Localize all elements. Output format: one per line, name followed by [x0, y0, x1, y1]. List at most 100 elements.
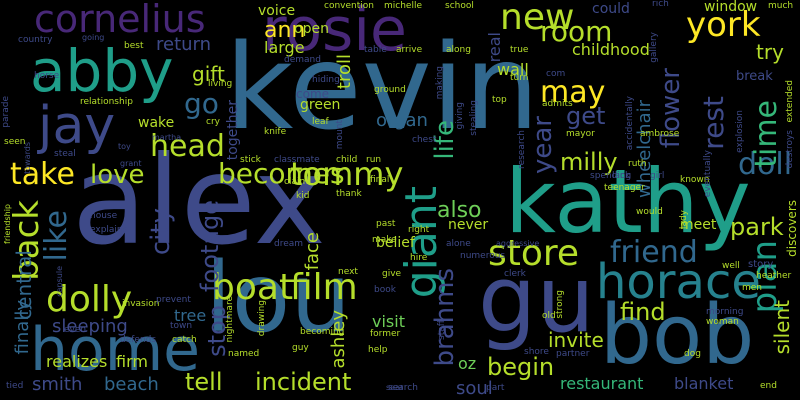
word: well	[722, 261, 740, 271]
word: kevin	[225, 18, 540, 156]
word: stealing	[469, 100, 479, 136]
word: guy	[292, 343, 309, 353]
word: final	[370, 175, 390, 185]
word: grant	[120, 159, 142, 168]
word: belief	[376, 235, 415, 251]
word: take	[10, 157, 75, 192]
word: true	[510, 45, 529, 55]
word: realizes	[46, 352, 108, 371]
word: sleeping	[52, 316, 128, 337]
word: help	[368, 345, 388, 355]
word: restaurant	[560, 374, 644, 393]
word: steal	[54, 149, 76, 159]
word: meet	[680, 217, 717, 233]
word: wall	[497, 60, 529, 79]
word: year	[528, 116, 558, 175]
word: abby	[30, 37, 174, 105]
word: window	[704, 0, 758, 15]
word: lou	[205, 242, 352, 354]
word: best	[124, 41, 144, 51]
word: convention	[324, 1, 374, 11]
word: along	[446, 45, 471, 55]
word: aggressive	[496, 239, 540, 248]
word: even	[64, 325, 87, 335]
word: incident	[255, 368, 352, 396]
word: demand	[284, 55, 321, 65]
word: organ	[376, 110, 428, 131]
word: city	[146, 208, 176, 256]
word: return	[156, 34, 212, 55]
word: gallery	[649, 32, 659, 63]
word: spending	[590, 171, 632, 181]
word: dolly	[46, 279, 133, 320]
word: claim	[284, 177, 309, 187]
word: go	[184, 87, 219, 120]
word: prevent	[156, 295, 191, 305]
word: make	[372, 235, 397, 245]
word: friend	[610, 235, 698, 270]
word: top	[492, 95, 507, 105]
word: cry	[206, 117, 220, 127]
word: school	[445, 1, 474, 11]
word: together	[225, 100, 241, 161]
word: clerk	[504, 269, 526, 279]
word: voice	[258, 3, 296, 19]
word: former	[370, 329, 401, 339]
word: accidentally	[625, 96, 635, 151]
word: lady	[679, 210, 689, 230]
word: silent	[770, 300, 794, 355]
word: rest	[697, 96, 730, 150]
word: never	[448, 217, 489, 233]
word: woman	[706, 317, 739, 327]
word: table	[364, 45, 387, 55]
word: eventually	[703, 150, 713, 198]
word: open	[294, 21, 329, 37]
word: stick	[240, 155, 261, 165]
word: film	[290, 267, 358, 308]
word: next	[338, 267, 358, 277]
word: oz	[458, 354, 477, 373]
word: tied	[6, 381, 24, 391]
word: like	[39, 210, 74, 262]
word: capsule	[55, 266, 64, 297]
word: teenager	[604, 183, 645, 193]
word: making	[435, 66, 445, 100]
word: gift	[192, 62, 225, 86]
word: heather	[756, 271, 792, 281]
word: invite	[548, 328, 604, 352]
word: head	[150, 129, 225, 164]
word: turn	[510, 73, 529, 83]
word: tommy	[290, 155, 404, 193]
word: ambrose	[640, 129, 680, 139]
word: much	[768, 1, 794, 11]
word: ground	[374, 85, 406, 95]
word: new	[500, 0, 575, 38]
word: toy	[118, 142, 131, 151]
word: york	[686, 5, 761, 45]
word: kid	[296, 191, 310, 201]
word: mount	[335, 120, 345, 150]
word: rosie	[262, 0, 407, 65]
word: staff	[437, 320, 447, 340]
word: could	[592, 1, 630, 17]
word: friendship	[3, 204, 12, 244]
word: drawing	[257, 300, 267, 337]
word: store	[488, 233, 580, 274]
word: boat	[212, 267, 294, 308]
word: story	[748, 259, 774, 270]
word: men	[742, 283, 763, 293]
word: becoming	[300, 327, 345, 337]
word: finally	[12, 300, 33, 355]
word: towards	[23, 142, 32, 174]
word: martha	[152, 133, 182, 142]
word: time	[749, 100, 784, 168]
word: lack	[612, 171, 631, 181]
word: past	[376, 219, 396, 229]
word: end	[760, 381, 777, 391]
word: alone	[446, 239, 471, 249]
word: blanket	[674, 374, 734, 393]
word: alex	[72, 130, 326, 272]
word: seen	[4, 137, 26, 147]
word: find	[620, 298, 666, 326]
word: classmate	[274, 155, 320, 165]
